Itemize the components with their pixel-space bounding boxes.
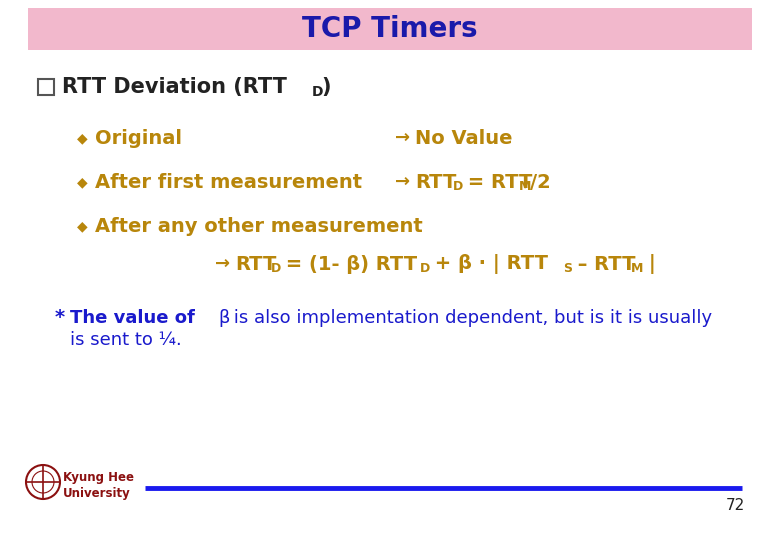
Text: Kyung Hee: Kyung Hee bbox=[63, 471, 134, 484]
Text: |: | bbox=[642, 254, 656, 274]
Text: Original: Original bbox=[95, 129, 182, 147]
Text: D: D bbox=[312, 85, 324, 99]
Text: M: M bbox=[631, 262, 644, 275]
Text: After first measurement: After first measurement bbox=[95, 172, 362, 192]
Text: M: M bbox=[519, 180, 531, 193]
Text: – RTT: – RTT bbox=[571, 254, 636, 273]
Text: = (1- β) RTT: = (1- β) RTT bbox=[279, 254, 417, 273]
Text: D: D bbox=[420, 262, 431, 275]
Bar bbox=[28, 8, 752, 50]
Text: S: S bbox=[563, 262, 572, 275]
Text: No Value: No Value bbox=[415, 129, 512, 147]
Text: 72: 72 bbox=[725, 497, 745, 512]
Text: /2: /2 bbox=[530, 172, 551, 192]
Text: RTT: RTT bbox=[235, 254, 276, 273]
Text: ◆: ◆ bbox=[76, 131, 87, 145]
Text: ◆: ◆ bbox=[76, 175, 87, 189]
Text: TCP Timers: TCP Timers bbox=[302, 15, 478, 43]
Text: D: D bbox=[271, 262, 282, 275]
Text: is sent to ¼.: is sent to ¼. bbox=[70, 331, 182, 349]
Text: D: D bbox=[453, 180, 463, 193]
Text: After any other measurement: After any other measurement bbox=[95, 217, 423, 235]
Text: *: * bbox=[55, 308, 65, 327]
Text: →: → bbox=[395, 129, 410, 147]
Text: β: β bbox=[218, 309, 229, 327]
Text: is also implementation dependent, but is it is usually: is also implementation dependent, but is… bbox=[228, 309, 712, 327]
Text: + β · | RTT: + β · | RTT bbox=[428, 254, 548, 274]
Text: ): ) bbox=[321, 77, 331, 97]
Bar bbox=[38, 79, 54, 95]
Text: = RTT: = RTT bbox=[461, 172, 533, 192]
Text: ◆: ◆ bbox=[76, 219, 87, 233]
Text: University: University bbox=[63, 488, 131, 501]
Text: RTT: RTT bbox=[415, 172, 456, 192]
Text: RTT Deviation (RTT: RTT Deviation (RTT bbox=[62, 77, 287, 97]
Text: →: → bbox=[395, 173, 410, 191]
Text: →: → bbox=[215, 255, 230, 273]
Text: The value of: The value of bbox=[70, 309, 201, 327]
